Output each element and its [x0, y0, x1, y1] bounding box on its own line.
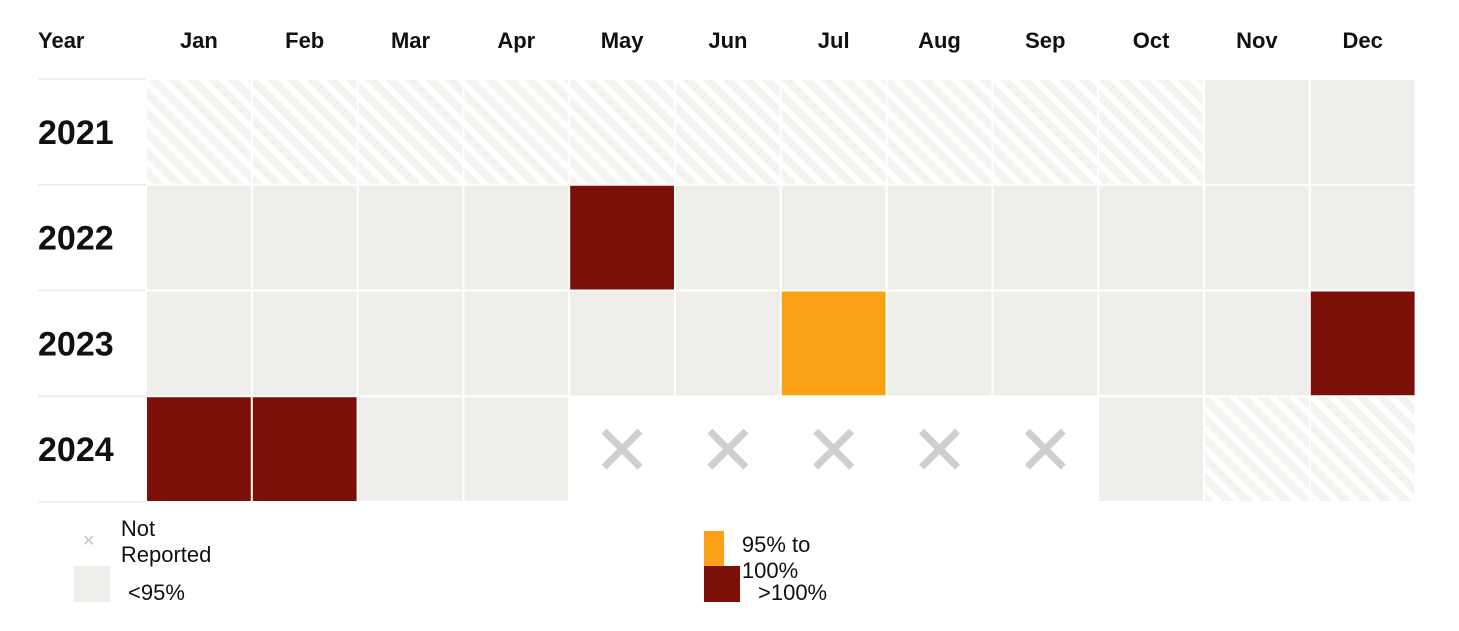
column-header-jul: Jul	[818, 28, 850, 53]
column-header-jun: Jun	[708, 28, 747, 53]
column-header-feb: Feb	[285, 28, 324, 53]
cell-2023-dec	[1310, 291, 1415, 396]
cell-2023-may	[570, 291, 674, 396]
cell-2024-feb	[252, 397, 357, 501]
cell-2021-nov	[1205, 80, 1309, 184]
x-icon	[1024, 428, 1066, 470]
column-header-aug: Aug	[918, 28, 961, 53]
heatmap-chart: Year Jan Feb Mar Apr May Jun Jul Aug Sep Oct Nov De…	[38, 28, 1415, 503]
x-icon: ✕	[82, 533, 96, 550]
cell-2021-may	[570, 80, 674, 184]
cell-2022-apr	[464, 185, 569, 290]
cell-2022-feb	[252, 185, 357, 290]
cell-2022-jun	[676, 185, 780, 290]
cell-2022-nov	[1205, 185, 1309, 290]
cell-2023-jul	[781, 291, 886, 396]
x-icon	[601, 428, 643, 470]
cell-2024-dec	[1310, 397, 1415, 501]
x-icon	[919, 428, 960, 470]
legend-swatch-lt95	[74, 566, 110, 602]
cell-2021-mar	[358, 80, 463, 184]
cell-2021-dec	[1310, 80, 1415, 184]
legend-label-lt95: <95%	[128, 580, 185, 605]
column-header-jan: Jan	[180, 28, 218, 53]
row-label-2022: 2022	[38, 220, 114, 258]
legend-label-95-100: 95% to 100%	[741, 532, 811, 583]
legend-item-gt100: >100%	[704, 562, 827, 606]
cell-2023-mar	[358, 291, 463, 396]
cell-2023-oct	[1099, 291, 1203, 396]
row-label-2023: 2023	[38, 325, 114, 363]
row-label-2024: 2024	[38, 431, 114, 469]
cell-2022-mar	[358, 185, 463, 290]
legend-swatch-95-100	[704, 531, 724, 567]
cell-2024-nov	[1205, 397, 1309, 501]
legend-item-lt95: <95%	[74, 562, 185, 606]
cell-2022-dec	[1310, 185, 1415, 290]
cell-2023-feb	[252, 291, 357, 396]
legend-label-gt100: >100%	[758, 580, 828, 605]
cell-2021-oct	[1099, 80, 1203, 184]
column-header-mar: Mar	[391, 28, 431, 53]
column-header-dec: Dec	[1343, 28, 1383, 53]
cell-2022-aug	[887, 185, 992, 290]
column-header-may: May	[601, 28, 645, 53]
cell-2024-oct	[1099, 397, 1203, 501]
legend-item-95-100: 95% to 100%	[704, 514, 814, 584]
cell-2022-may	[570, 185, 674, 290]
cell-2023-jun	[676, 291, 780, 396]
cell-2022-sep	[993, 185, 1098, 290]
legend-item-not-reported: ✕ Not Reported	[82, 516, 219, 568]
legend-swatch-gt100	[704, 566, 740, 602]
row-label-2021: 2021	[38, 114, 114, 152]
cell-2024-mar	[358, 397, 463, 501]
cell-2023-sep	[993, 291, 1098, 396]
cell-2022-jan	[147, 185, 251, 290]
x-icon	[707, 428, 749, 470]
x-icon	[813, 428, 855, 470]
cell-2021-jun	[676, 80, 780, 184]
cell-2022-jul	[781, 185, 886, 290]
cell-2021-jan	[147, 80, 251, 184]
column-header-oct: Oct	[1133, 28, 1170, 53]
cell-2021-aug	[887, 80, 992, 184]
cell-2021-apr	[464, 80, 569, 184]
cell-2021-sep	[993, 80, 1098, 184]
cell-2023-nov	[1205, 291, 1309, 396]
legend-label-not-reported: Not Reported	[120, 516, 212, 567]
column-header-apr: Apr	[497, 28, 535, 53]
cell-2023-jan	[147, 291, 251, 396]
cell-2023-aug	[887, 291, 992, 396]
cell-2021-feb	[252, 80, 357, 184]
cell-2024-apr	[464, 397, 569, 501]
cell-2023-apr	[464, 291, 569, 396]
row-header: Year	[38, 28, 85, 53]
cell-2022-oct	[1099, 185, 1203, 290]
column-header-sep: Sep	[1025, 28, 1065, 53]
cell-2021-jul	[781, 80, 886, 184]
column-header-nov: Nov	[1236, 28, 1278, 53]
cell-2024-jan	[147, 397, 251, 501]
